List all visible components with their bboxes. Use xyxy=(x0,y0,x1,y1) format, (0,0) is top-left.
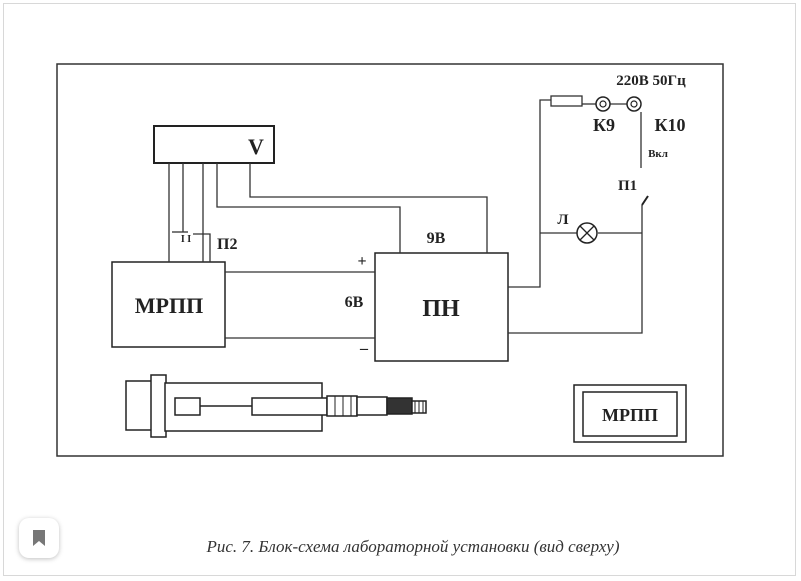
bookmark-icon xyxy=(33,530,45,546)
terminal-k9-icon xyxy=(595,96,611,112)
bookmark-button[interactable] xyxy=(19,518,59,558)
switch-p1: П1 xyxy=(618,178,649,206)
pn-block: ПН xyxy=(374,252,509,362)
p2-label: П2 xyxy=(217,236,237,253)
wiring xyxy=(168,99,643,339)
voltmeter-label: V xyxy=(248,134,264,159)
page-frame xyxy=(3,3,796,576)
voltmeter-block: V xyxy=(153,125,275,164)
label-mains: 220В 50Гц xyxy=(616,73,686,89)
figure-frame xyxy=(56,63,724,457)
motor-assembly xyxy=(125,374,427,438)
figure-caption: Рис. 7. Блок-схема лабораторной установк… xyxy=(205,537,619,556)
wire-v-to-pn xyxy=(216,163,401,253)
label-plus: + xyxy=(357,253,366,270)
wire-pn-mains xyxy=(508,99,551,288)
mrpp-right-block: МРПП xyxy=(573,384,687,443)
mrpp-right-label: МРПП xyxy=(602,405,658,425)
label-k9: К9 xyxy=(593,115,615,135)
label-6v: 6В xyxy=(345,294,364,311)
switch-marks: I I xyxy=(181,234,191,245)
label-k10: К10 xyxy=(654,115,685,135)
switch-p2: I I П2 xyxy=(172,231,237,262)
terminal-k10-icon xyxy=(626,96,642,112)
wire-pn-return xyxy=(508,205,643,334)
pn-label: ПН xyxy=(422,296,460,322)
label-9v: 9В xyxy=(427,230,446,247)
mrpp-left-label: МРПП xyxy=(135,293,203,318)
lamp-icon xyxy=(576,222,598,244)
wire-v-to-9v xyxy=(249,163,488,253)
label-on: Вкл xyxy=(648,148,668,160)
label-minus: – xyxy=(359,340,369,357)
p1-label: П1 xyxy=(618,178,637,194)
mrpp-left-block: МРПП xyxy=(111,261,226,348)
fuse-icon xyxy=(550,95,583,107)
label-lamp: Л xyxy=(557,212,568,228)
